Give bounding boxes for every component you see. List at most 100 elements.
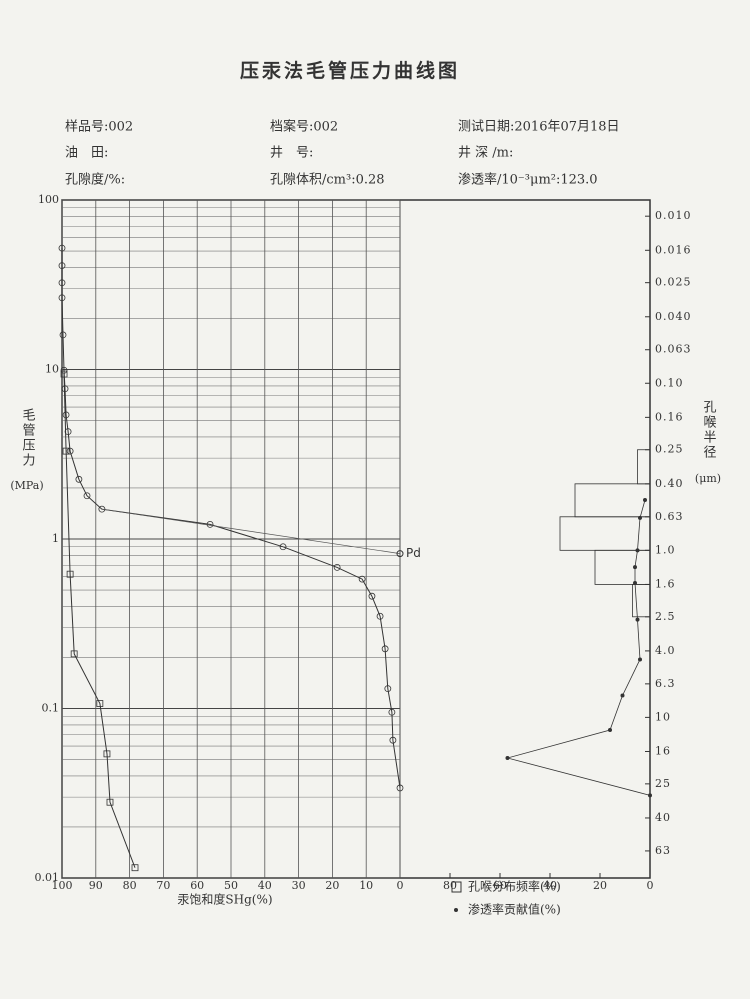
y-axis-unit: (MPa)	[10, 479, 43, 492]
x-tick-label: 80	[443, 879, 457, 892]
y2-axis-unit: (μm)	[695, 472, 721, 485]
circle-marker	[62, 411, 70, 419]
y2-tick-label: 0.010	[655, 209, 692, 222]
x-tick-label: 0	[397, 879, 404, 892]
dot-marker	[635, 548, 640, 553]
y2-tick-label: 0.040	[655, 310, 692, 323]
dot-marker	[505, 755, 510, 760]
x-axis-label: 汞饱和度SHg(%)	[177, 892, 272, 907]
x-tick-label: 0	[647, 879, 654, 892]
square-marker	[106, 798, 114, 806]
y-axis-label: 毛管压力	[20, 408, 36, 468]
header-field: 孔隙度/%:	[65, 172, 125, 188]
y2-tick-label: 40	[655, 811, 671, 824]
header-field: 井 深 /m:	[458, 146, 513, 161]
x-tick-label: 70	[156, 879, 170, 892]
circle-marker	[59, 331, 67, 339]
dot-marker	[620, 693, 625, 698]
y2-tick-label: 0.25	[655, 443, 684, 456]
circle-marker	[389, 736, 397, 744]
header-field: 样品号:002	[65, 120, 133, 135]
header-field: 油 田:	[65, 146, 108, 161]
legend-marker	[451, 881, 462, 893]
circle-marker	[358, 575, 366, 583]
histogram-bar	[594, 549, 651, 585]
square-marker	[70, 650, 78, 658]
y2-tick-label: 0.63	[655, 510, 684, 523]
legend-marker	[454, 908, 458, 912]
square-marker	[62, 447, 70, 455]
circle-marker	[396, 784, 404, 792]
dot-marker	[633, 581, 637, 586]
curve	[63, 374, 136, 868]
pd-line	[101, 508, 401, 554]
circle-marker	[75, 475, 83, 483]
x-tick-label: 60	[493, 879, 507, 892]
y-tick-label: 0.01	[35, 871, 60, 884]
x-tick-label: 10	[359, 879, 373, 892]
circle-marker	[60, 366, 68, 374]
y2-axis-label: 孔喉半径	[701, 400, 717, 460]
dot-marker	[638, 515, 642, 520]
y2-tick-label: 63	[655, 844, 671, 857]
title: 压汞法毛管压力曲线图	[240, 59, 460, 82]
circle-marker	[98, 505, 106, 513]
dot-marker	[643, 498, 647, 503]
square-marker	[66, 570, 74, 578]
y2-tick-label: 16	[655, 744, 671, 757]
y2-tick-label: 0.10	[655, 376, 684, 389]
y-tick-label: 0.1	[42, 702, 60, 715]
square-marker	[60, 370, 68, 378]
x-tick-label: 60	[190, 879, 204, 892]
circle-marker	[384, 685, 392, 693]
y2-tick-label: 1.0	[655, 543, 676, 556]
x-tick-label: 50	[224, 879, 238, 892]
square-marker	[103, 750, 111, 758]
circle-marker	[61, 385, 69, 393]
y2-tick-label: 0.40	[655, 477, 684, 490]
dot-marker	[638, 657, 642, 662]
y2-tick-label: 25	[655, 777, 671, 790]
annotation: Pd	[406, 546, 421, 560]
x-tick-label: 20	[593, 879, 607, 892]
legend-label: 渗透率贡献值(%)	[468, 902, 561, 917]
y2-tick-label: 10	[655, 710, 671, 723]
y-tick-label: 1	[52, 532, 59, 545]
circle-marker	[58, 294, 66, 302]
y-tick-label: 10	[45, 363, 59, 376]
y2-tick-label: 0.16	[655, 410, 684, 423]
curve	[61, 248, 401, 788]
header-field: 孔隙体积/cm³:0.28	[270, 173, 385, 188]
legend-label: 孔喉分布频率(%)	[468, 879, 561, 894]
circle-marker	[206, 520, 214, 528]
dot-marker	[648, 793, 652, 798]
circle-marker	[58, 279, 66, 287]
x-tick-label: 20	[325, 879, 339, 892]
y-tick-label: 100	[38, 193, 59, 206]
y2-tick-label: 6.3	[655, 677, 676, 690]
x-tick-label: 90	[89, 879, 103, 892]
circle-marker	[58, 244, 66, 252]
y2-tick-label: 4.0	[655, 644, 676, 657]
dot-marker	[608, 728, 612, 733]
circle-marker	[333, 563, 341, 571]
y2-tick-label: 0.016	[655, 243, 692, 256]
square-marker	[131, 864, 139, 872]
x-tick-label: 40	[543, 879, 557, 892]
y2-tick-label: 0.063	[655, 343, 692, 356]
y2-tick-label: 1.6	[655, 577, 676, 590]
dot-marker	[633, 565, 637, 570]
circle-marker	[58, 262, 66, 270]
histogram-bar	[632, 584, 651, 618]
circle-marker	[66, 447, 74, 455]
header-field: 档案号:002	[270, 120, 338, 135]
square-marker	[96, 700, 104, 707]
circle-marker	[83, 492, 91, 500]
header-field: 测试日期:2016年07月18日	[458, 120, 620, 135]
pd-marker	[396, 550, 404, 558]
x-tick-label: 30	[292, 879, 306, 892]
y2-tick-label: 2.5	[655, 610, 676, 623]
x-tick-label: 40	[258, 879, 272, 892]
